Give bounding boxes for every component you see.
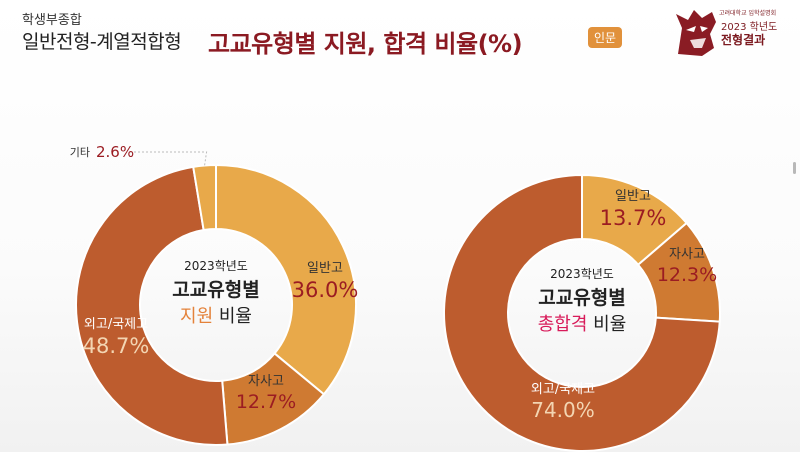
page-title: 고교유형별 지원, 합격 비율(%) xyxy=(208,30,523,58)
center-highlight: 총합격 xyxy=(538,314,588,335)
slice-label-foreign-intl: 외고/국제고 xyxy=(84,317,148,332)
slice-value-general: 36.0% xyxy=(292,278,359,302)
track-badge: 인문 xyxy=(588,27,623,48)
scrollbar-thumb[interactable] xyxy=(793,162,796,174)
category-label: 학생부종합 xyxy=(22,13,82,28)
slice-value-general: 13.7% xyxy=(600,206,667,230)
logo-university: 고려대학교 입학설명회 xyxy=(719,10,777,17)
page-subtitle: 일반전형-계열적합형 xyxy=(22,31,182,53)
slice-label-other: 기타 xyxy=(70,146,90,159)
donut-slice xyxy=(192,163,217,232)
slice-label-general: 일반고 xyxy=(307,261,343,276)
tiger-icon xyxy=(676,10,716,56)
center-ratio: 지원 비율 xyxy=(180,306,252,327)
center-type: 고교유형별 xyxy=(172,279,259,301)
center-suffix: 비율 xyxy=(587,314,626,335)
center-year: 2023학년도 xyxy=(184,259,248,273)
slice-value-foreign-intl: 74.0% xyxy=(531,398,595,422)
leader-line xyxy=(130,151,208,166)
donut-slice xyxy=(443,173,721,452)
center-type: 고교유형별 xyxy=(538,287,625,309)
slice-value-other: 2.6% xyxy=(96,143,134,161)
center-suffix: 비율 xyxy=(213,306,252,327)
donut-slice xyxy=(215,163,357,396)
slice-value-autonomous-private: 12.7% xyxy=(236,391,296,413)
slice-value-autonomous-private: 12.3% xyxy=(657,264,717,286)
slice-label-general: 일반고 xyxy=(615,189,651,204)
logo-result: 전형결과 xyxy=(721,33,766,47)
slice-label-foreign-intl: 외고/국제고 xyxy=(531,382,595,397)
slice-label-autonomous-private: 자사고 xyxy=(248,374,284,389)
donut-slice xyxy=(75,165,229,446)
slice-value-foreign-intl: 48.7% xyxy=(83,334,150,358)
slice-label-autonomous-private: 자사고 xyxy=(669,247,705,262)
center-year: 2023학년도 xyxy=(550,267,614,281)
center-ratio: 총합격 비율 xyxy=(538,314,627,335)
logo-year: 2023 학년도 xyxy=(721,22,778,33)
center-highlight: 지원 xyxy=(180,306,213,327)
